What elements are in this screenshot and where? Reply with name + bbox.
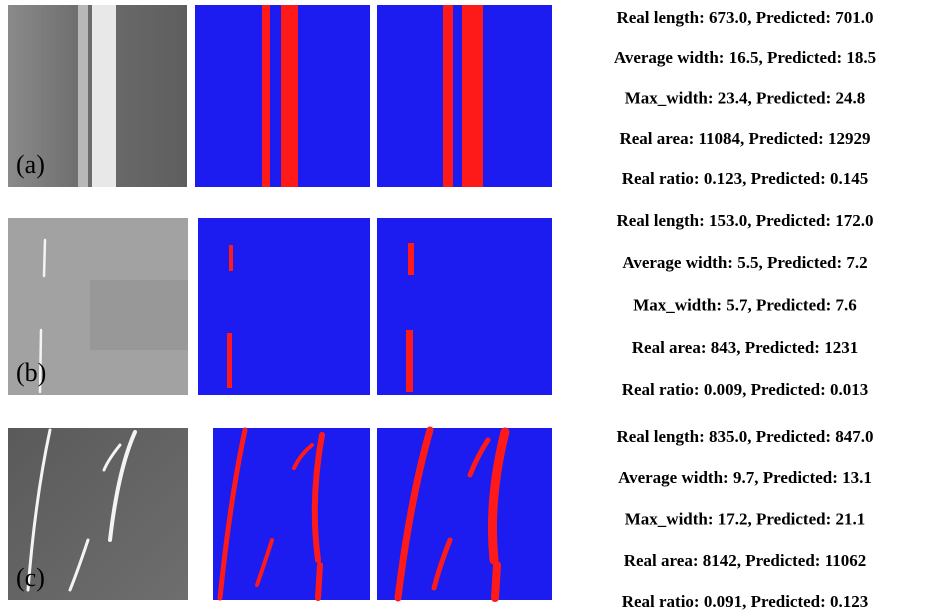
photo-crack — [38, 328, 43, 394]
photo-crack — [92, 5, 116, 187]
metric-text: Real length: 153.0, Predicted: 172.0 — [616, 211, 873, 230]
metric-text: Real ratio: 0.009, Predicted: 0.013 — [622, 380, 869, 399]
mask-crack — [487, 427, 510, 565]
metric-text: Real length: 835.0, Predicted: 847.0 — [616, 427, 873, 446]
mask-crack — [408, 243, 414, 275]
metric-text: Average width: 5.5, Predicted: 7.2 — [622, 253, 867, 272]
panel-label: (c) — [16, 563, 45, 592]
metric-text: Max_width: 23.4, Predicted: 24.8 — [625, 89, 866, 108]
metric-text: Real length: 673.0, Predicted: 701.0 — [616, 8, 873, 27]
metric-text: Real ratio: 0.123, Predicted: 0.145 — [622, 169, 869, 188]
mask-crack — [311, 432, 325, 563]
mask-crack — [262, 5, 270, 187]
panel-label: (b) — [16, 358, 46, 387]
mask-predicted — [377, 428, 552, 600]
mask-crack — [462, 5, 483, 187]
mask-crack — [255, 538, 274, 587]
row-c-images — [8, 426, 552, 602]
metric-text: Real area: 8142, Predicted: 11062 — [624, 551, 867, 570]
mask-crack — [491, 561, 501, 602]
metric-text: Real ratio: 0.091, Predicted: 0.123 — [622, 592, 869, 611]
photo-crack — [26, 428, 52, 592]
photo-crack — [102, 443, 122, 472]
mask-crack — [443, 5, 453, 187]
mask-crack — [406, 330, 413, 392]
photo-crack — [78, 5, 88, 187]
mask-crack — [281, 5, 298, 187]
mask-predicted — [377, 218, 552, 395]
photo-crack — [68, 538, 90, 592]
mask-crack — [227, 333, 232, 388]
metric-text: Real area: 843, Predicted: 1231 — [632, 338, 858, 357]
mask-crack — [292, 443, 314, 470]
mask-crack — [229, 245, 233, 271]
row-b-images — [8, 218, 552, 395]
panel-label: (a) — [16, 150, 45, 179]
photo-crack — [42, 238, 47, 278]
photo-crack — [108, 430, 137, 542]
metric-text: Max_width: 17.2, Predicted: 21.1 — [625, 510, 866, 529]
mask-crack — [217, 427, 248, 601]
row-a-images — [8, 5, 552, 187]
mask-crack — [315, 562, 323, 601]
mask-crack — [394, 426, 434, 602]
mask-crack — [467, 437, 491, 478]
mask-crack — [431, 537, 453, 591]
metric-text: Max_width: 5.7, Predicted: 7.6 — [633, 296, 857, 315]
mask-real — [213, 428, 370, 600]
metric-text: Average width: 9.7, Predicted: 13.1 — [618, 468, 872, 487]
metric-text: Real area: 11084, Predicted: 12929 — [619, 129, 870, 148]
metric-text: Average width: 16.5, Predicted: 18.5 — [614, 48, 876, 67]
photo — [8, 428, 188, 600]
mask-real — [198, 218, 370, 395]
photo-texture — [90, 280, 188, 350]
